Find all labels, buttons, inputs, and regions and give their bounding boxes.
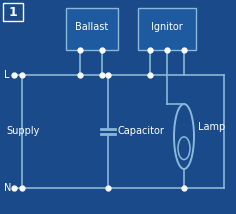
Text: Ignitor: Ignitor bbox=[151, 22, 183, 32]
Text: N: N bbox=[4, 183, 11, 193]
Text: Lamp: Lamp bbox=[198, 122, 225, 131]
Text: Capacitor: Capacitor bbox=[117, 126, 164, 137]
Text: Supply: Supply bbox=[6, 126, 39, 137]
FancyBboxPatch shape bbox=[66, 8, 118, 50]
Text: L: L bbox=[4, 70, 9, 80]
Text: Ballast: Ballast bbox=[75, 22, 109, 32]
Text: 1: 1 bbox=[9, 6, 17, 18]
FancyBboxPatch shape bbox=[138, 8, 196, 50]
